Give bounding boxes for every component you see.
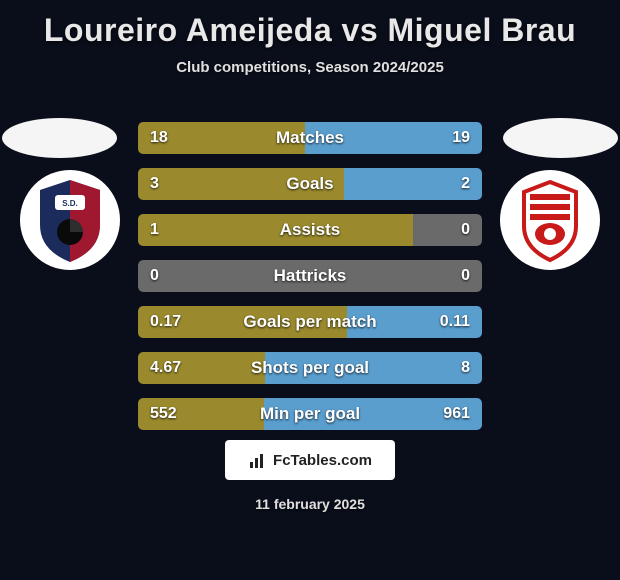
logo-text: FcTables.com bbox=[273, 452, 372, 469]
stat-value-right: 0 bbox=[461, 214, 470, 246]
stat-value-right: 19 bbox=[452, 122, 470, 154]
stat-label: Hattricks bbox=[138, 260, 482, 292]
page-subtitle: Club competitions, Season 2024/2025 bbox=[0, 59, 620, 76]
stat-row: 0Hattricks0 bbox=[138, 260, 482, 292]
stat-value-right: 8 bbox=[461, 352, 470, 384]
stat-label: Assists bbox=[138, 214, 482, 246]
stat-value-right: 2 bbox=[461, 168, 470, 200]
bars-icon bbox=[248, 450, 268, 470]
stat-row: 3Goals2 bbox=[138, 168, 482, 200]
granada-crest-icon bbox=[500, 170, 600, 270]
stat-row: 18Matches19 bbox=[138, 122, 482, 154]
huesca-crest-icon: S.D. bbox=[20, 170, 120, 270]
player-right-oval bbox=[503, 118, 618, 158]
stat-value-right: 0 bbox=[461, 260, 470, 292]
stat-label: Goals per match bbox=[138, 306, 482, 338]
stats-container: 18Matches193Goals21Assists00Hattricks00.… bbox=[138, 122, 482, 444]
stat-label: Min per goal bbox=[138, 398, 482, 430]
stat-row: 552Min per goal961 bbox=[138, 398, 482, 430]
stat-row: 4.67Shots per goal8 bbox=[138, 352, 482, 384]
stat-label: Goals bbox=[138, 168, 482, 200]
stat-label: Shots per goal bbox=[138, 352, 482, 384]
date-label: 11 february 2025 bbox=[0, 496, 620, 512]
stat-label: Matches bbox=[138, 122, 482, 154]
page-title: Loureiro Ameijeda vs Miguel Brau bbox=[0, 0, 620, 49]
player-left-oval bbox=[2, 118, 117, 158]
stat-value-right: 0.11 bbox=[440, 306, 470, 338]
stat-row: 0.17Goals per match0.11 bbox=[138, 306, 482, 338]
fctables-logo[interactable]: FcTables.com bbox=[225, 440, 395, 480]
svg-text:S.D.: S.D. bbox=[62, 199, 78, 208]
stat-value-right: 961 bbox=[443, 398, 470, 430]
stat-row: 1Assists0 bbox=[138, 214, 482, 246]
club-badge-right bbox=[500, 170, 600, 270]
club-badge-left: S.D. bbox=[20, 170, 120, 270]
